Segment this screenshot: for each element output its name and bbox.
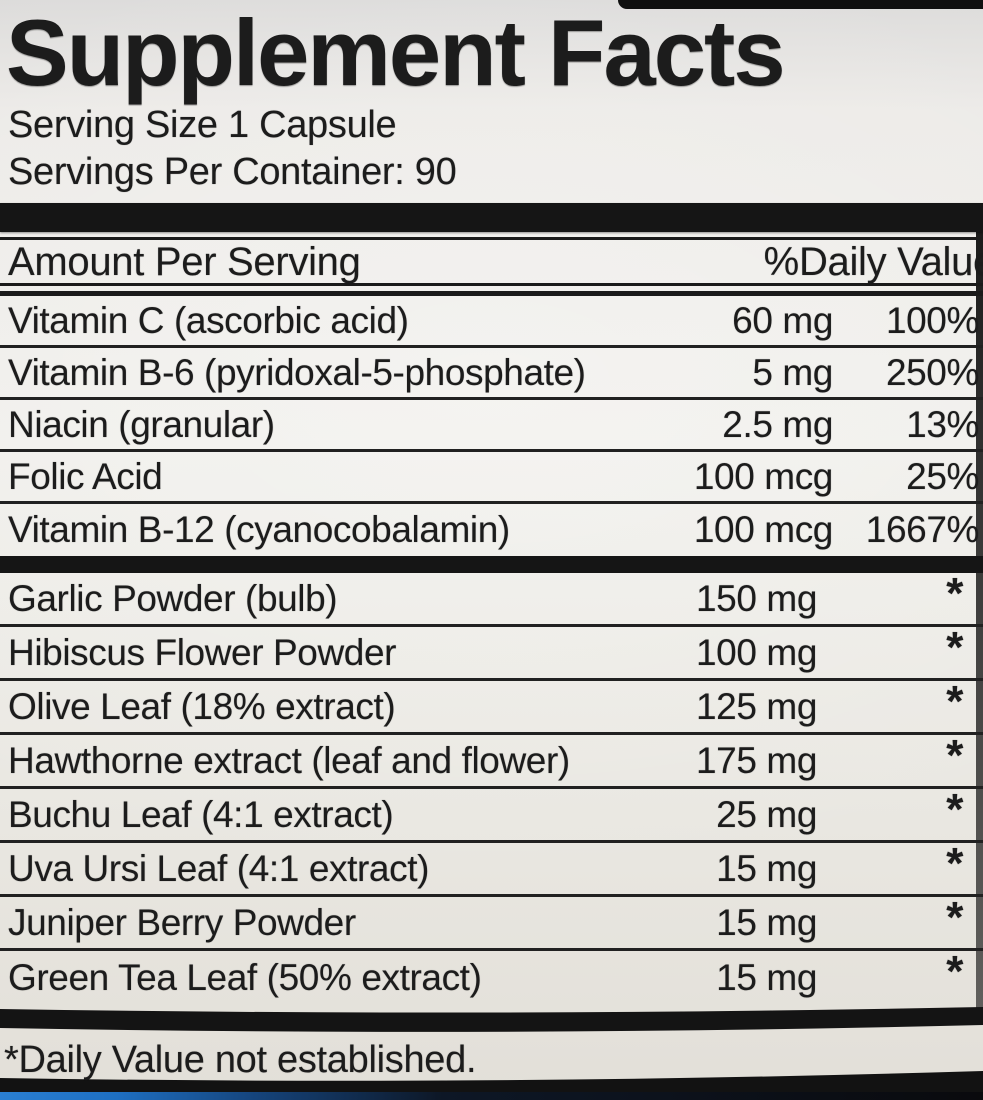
amount-value: 125 mg (695, 685, 817, 727)
amount-value: 15 mg (716, 957, 817, 999)
amount-value: 150 mg (695, 577, 817, 619)
page-title: Supplement Facts (6, 0, 786, 105)
row-green-tea-leaf: Green Tea Leaf (50% extract) 15 mg * (0, 947, 983, 1005)
amount-value: 25 mg (716, 793, 817, 835)
row-hawthorne-extract: Hawthorne extract (leaf and flower) 175 … (0, 731, 983, 790)
row-buchu-leaf: Buchu Leaf (4:1 extract) 25 mg * (0, 785, 983, 844)
row-olive-leaf: Olive Leaf (18% extract) 125 mg * (0, 677, 983, 736)
daily-value-percent: 25% (906, 455, 979, 497)
row-uva-ursi-leaf: Uva Ursi Leaf (4:1 extract) 15 mg * (0, 839, 983, 898)
amount-value: 100 mg (695, 631, 817, 673)
vitamin-rows: Vitamin C (ascorbic acid) 60 mg 100% Vit… (0, 296, 983, 556)
ingredient-name: Hawthorne extract (leaf and flower) (8, 739, 570, 781)
column-header-amount-per-serving: Amount Per Serving (8, 240, 361, 285)
row-niacin: Niacin (granular) 2.5 mg 13% (0, 400, 983, 453)
section-divider-bottom (0, 1007, 983, 1033)
row-juniper-berry-powder: Juniper Berry Powder 15 mg * (0, 893, 983, 952)
row-vitamin-b12: Vitamin B-12 (cyanocobalamin) 100 mcg 16… (0, 504, 983, 556)
daily-value-percent: 250% (885, 351, 979, 393)
amount-value: 100 mcg (693, 455, 834, 497)
ingredient-name: Folic Acid (8, 455, 163, 497)
bottle-right-shadow (976, 216, 983, 1012)
daily-value-asterisk: * (946, 569, 963, 619)
ingredient-name: Vitamin B-12 (cyanocobalamin) (8, 509, 510, 551)
ingredient-name: Uva Ursi Leaf (4:1 extract) (8, 847, 430, 889)
section-divider-middle (0, 556, 983, 574)
ingredient-name: Hibiscus Flower Powder (8, 631, 397, 673)
row-garlic-powder: Garlic Powder (bulb) 150 mg * (0, 569, 983, 628)
ingredient-name: Juniper Berry Powder (8, 901, 356, 943)
amount-value: 15 mg (716, 901, 817, 943)
daily-value-footnote: *Daily Value not established. (4, 1039, 477, 1082)
daily-value-asterisk: * (946, 947, 963, 997)
ingredient-name: Garlic Powder (bulb) (8, 577, 338, 619)
ingredient-name: Green Tea Leaf (50% extract) (8, 957, 482, 999)
daily-value-percent: 13% (906, 403, 979, 445)
daily-value-asterisk: * (946, 893, 963, 943)
servings-per-container-text: Servings Per Container: 90 (8, 151, 457, 194)
table-header: Amount Per Serving %Daily Value (0, 237, 983, 287)
amount-value: 15 mg (716, 847, 817, 889)
photo-top-edge (618, 0, 983, 9)
ingredient-name: Vitamin C (ascorbic acid) (8, 299, 409, 341)
section-divider-top (0, 203, 983, 233)
ingredient-name: Vitamin B-6 (pyridoxal-5-phosphate) (8, 351, 586, 393)
column-header-daily-value: %Daily Value (763, 240, 983, 285)
row-vitamin-c: Vitamin C (ascorbic acid) 60 mg 100% (0, 296, 983, 349)
label-bottom-curve (0, 1071, 983, 1092)
row-hibiscus-flower-powder: Hibiscus Flower Powder 100 mg * (0, 623, 983, 682)
amount-value: 2.5 mg (722, 403, 833, 445)
daily-value-asterisk: * (946, 839, 963, 889)
row-vitamin-b6: Vitamin B-6 (pyridoxal-5-phosphate) 5 mg… (0, 348, 983, 401)
row-folic-acid: Folic Acid 100 mcg 25% (0, 452, 983, 505)
daily-value-asterisk: * (946, 785, 963, 835)
ingredient-name: Buchu Leaf (4:1 extract) (8, 793, 394, 835)
amount-value: 60 mg (732, 299, 833, 341)
daily-value-percent: 1667% (865, 509, 980, 551)
daily-value-asterisk: * (946, 731, 963, 781)
ingredient-name: Niacin (granular) (8, 403, 275, 445)
daily-value-asterisk: * (946, 677, 963, 727)
daily-value-asterisk: * (946, 623, 963, 673)
header-underline (0, 291, 983, 297)
amount-value: 5 mg (752, 351, 833, 393)
ingredient-name: Olive Leaf (18% extract) (8, 685, 396, 727)
amount-value: 175 mg (695, 739, 817, 781)
botanical-rows: Garlic Powder (bulb) 150 mg * Hibiscus F… (0, 569, 983, 1005)
amount-value: 100 mcg (693, 509, 834, 551)
daily-value-percent: 100% (885, 299, 979, 341)
serving-size-text: Serving Size 1 Capsule (8, 104, 397, 147)
